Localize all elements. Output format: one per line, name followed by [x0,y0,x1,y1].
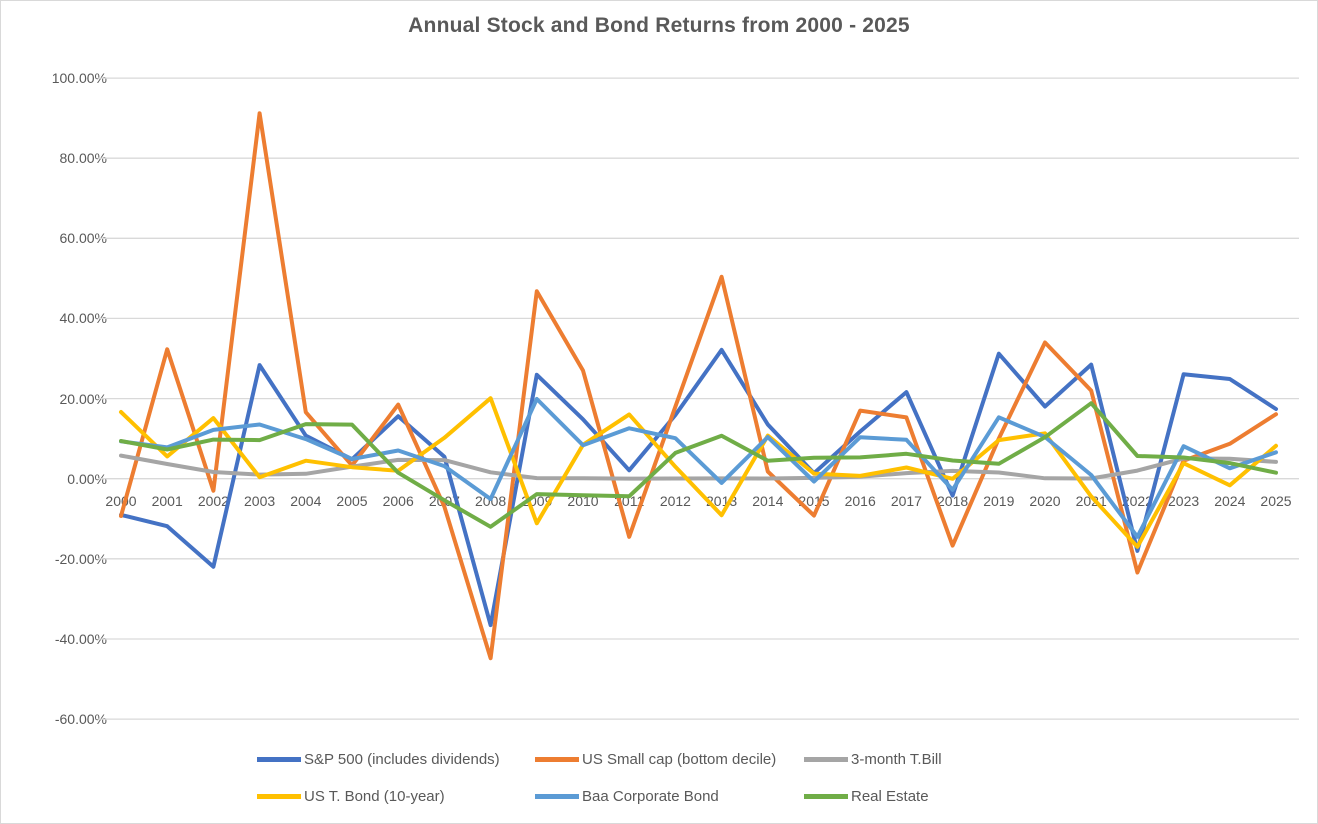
y-tick-label: -40.00% [54,630,107,647]
legend-label: US Small cap (bottom decile) [582,751,777,768]
y-tick-label: 80.00% [59,150,107,167]
legend-swatch-tbill-3m [804,757,848,762]
legend-label: 3-month T.Bill [851,751,942,768]
legend-label: Real Estate [851,788,929,805]
chart-title: Annual Stock and Bond Returns from 2000 … [408,14,910,37]
legend-label: US T. Bond (10-year) [304,788,445,805]
legend-item-us-small-cap[interactable]: US Small cap (bottom decile) [535,751,776,768]
legend-item-baa-corp-bond[interactable]: Baa Corporate Bond [535,788,719,805]
legend-item-real-estate[interactable]: Real Estate [804,788,929,805]
y-tick-label: 20.00% [59,390,107,407]
y-tick-label: 100.00% [51,70,107,87]
y-tick-label: 0.00% [67,470,107,487]
y-tick-label: -60.00% [54,711,107,728]
legend-label: Baa Corporate Bond [582,788,719,805]
legend-swatch-real-estate [804,794,848,799]
legend-swatch-tbond-10y [257,794,301,799]
legend-label: S&P 500 (includes dividends) [304,751,500,768]
legend-item-tbill-3m[interactable]: 3-month T.Bill [804,751,942,768]
y-tick-label: 40.00% [59,310,107,327]
legend-swatch-us-small-cap [535,757,579,762]
legend-item-sp500[interactable]: S&P 500 (includes dividends) [257,751,500,768]
legend-item-tbond-10y[interactable]: US T. Bond (10-year) [257,788,445,805]
y-tick-label: -20.00% [54,550,107,567]
legend-swatch-sp500 [257,757,301,762]
y-tick-label: 60.00% [59,230,107,247]
legend-swatch-baa-corp-bond [535,794,579,799]
